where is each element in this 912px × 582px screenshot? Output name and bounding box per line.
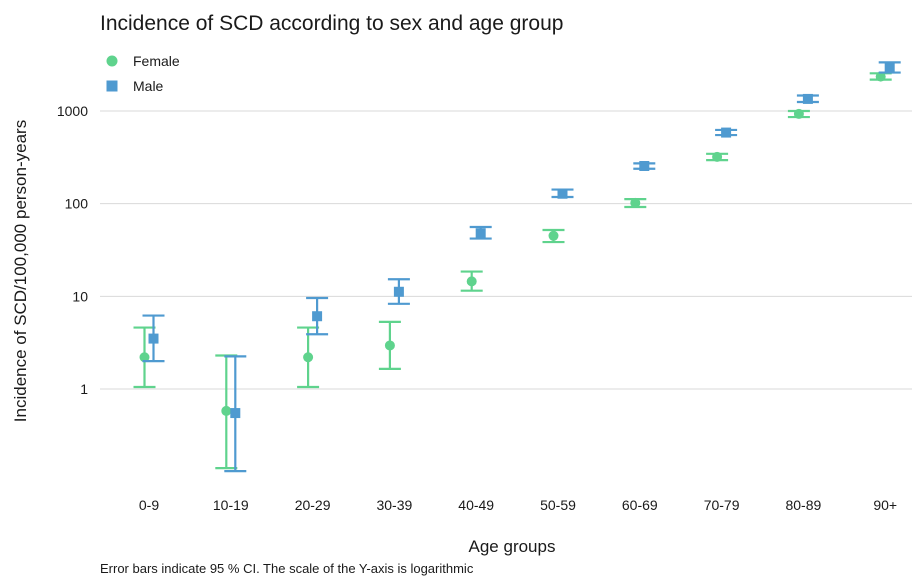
y-tick-label: 10 [72, 288, 88, 304]
data-point [312, 311, 323, 322]
data-point [712, 151, 723, 162]
x-axis-ticks: 0-9 10-19 20-29 30-39 40-49 50-59 60-69 70-79 80… [139, 497, 897, 513]
y-tick-label: 100 [65, 196, 89, 212]
data-point [557, 188, 568, 199]
legend-label-male: Male [133, 78, 164, 94]
data-marks [133, 61, 901, 473]
data-point [393, 286, 404, 297]
x-tick-label: 20-29 [295, 497, 331, 513]
legend-marker-male [106, 80, 118, 92]
data-point [221, 405, 232, 416]
x-tick-label: 70-79 [704, 497, 740, 513]
y-tick-label: 1 [80, 381, 88, 397]
data-point [875, 71, 886, 82]
y-axis-ticks: 1 10 100 1000 [57, 103, 88, 397]
data-point [793, 108, 804, 119]
x-tick-label: 80-89 [785, 497, 821, 513]
chart-caption: Error bars indicate 95 % CI. The scale o… [100, 561, 474, 576]
x-tick-label: 0-9 [139, 497, 159, 513]
y-tick-label: 1000 [57, 103, 88, 119]
data-point [466, 276, 477, 287]
data-point [148, 333, 159, 344]
legend: Female Male [106, 53, 180, 94]
series-male [142, 61, 901, 473]
data-point [884, 63, 895, 74]
data-point [721, 127, 732, 138]
chart-title: Incidence of SCD according to sex and ag… [100, 12, 563, 35]
data-point [475, 228, 486, 239]
gridlines [100, 110, 912, 390]
data-point [630, 197, 641, 208]
x-tick-label: 50-59 [540, 497, 576, 513]
x-tick-label: 40-49 [458, 497, 494, 513]
legend-label-female: Female [133, 53, 180, 69]
data-point [230, 408, 241, 419]
x-tick-label: 30-39 [376, 497, 412, 513]
x-axis-label: Age groups [469, 537, 556, 556]
data-point [802, 93, 813, 104]
data-point [384, 340, 395, 351]
data-point [303, 352, 314, 363]
data-point [548, 230, 559, 241]
x-tick-label: 10-19 [213, 497, 249, 513]
series-female [133, 71, 892, 470]
legend-marker-female [106, 55, 118, 67]
x-tick-label: 60-69 [622, 497, 658, 513]
data-point [139, 352, 150, 363]
y-axis-label: Incidence of SCD/100,000 person-years [11, 120, 30, 422]
data-point [639, 160, 650, 171]
x-tick-label: 90+ [873, 497, 897, 513]
